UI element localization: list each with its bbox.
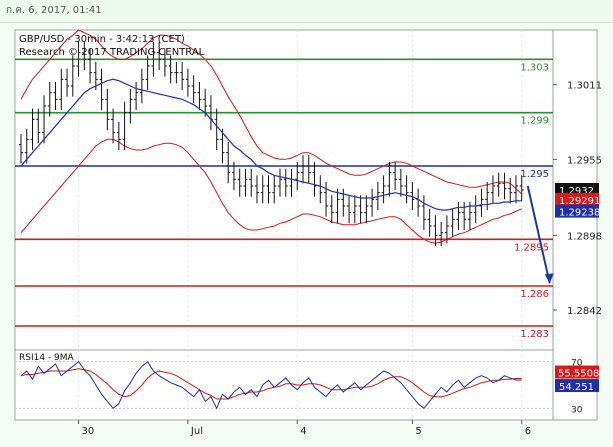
bollinger-lower bbox=[20, 138, 522, 244]
projection-arrowhead bbox=[544, 273, 554, 284]
timestamp: ก.ค. 6, 2017, 01:41 bbox=[6, 5, 102, 16]
level-label: 1.299 bbox=[520, 116, 549, 127]
projection-arrow bbox=[526, 185, 551, 284]
x-tick-label: 5 bbox=[415, 426, 421, 437]
rsi-line bbox=[20, 360, 522, 410]
y-tick-label: 1.2842 bbox=[567, 306, 602, 317]
moving-average-tag-box bbox=[555, 204, 599, 218]
rsi-value-tag: 54.251 bbox=[559, 382, 594, 393]
rsi-ma-tag-box bbox=[555, 365, 599, 379]
bollinger-upper bbox=[20, 29, 523, 195]
y-tick-label: 1.2955 bbox=[567, 155, 602, 166]
x-tick-label: Jul bbox=[190, 426, 203, 437]
last-price-tag-box bbox=[555, 183, 599, 196]
main-plot-area bbox=[14, 29, 554, 351]
chart-subtitle: Research © 2017 TRADING CENTRAL bbox=[19, 47, 205, 58]
rsi-value-tag-box bbox=[555, 379, 599, 393]
last-price-tag: 1.2932 bbox=[559, 186, 594, 197]
x-tick-label: 30 bbox=[82, 426, 95, 437]
x-tick-label: 6 bbox=[525, 426, 531, 437]
chart: 1.303 1.299 1.295 1.2895 1.286 1.283 1.3011 1.… bbox=[14, 29, 602, 437]
upper-band-tag: 1.29291 bbox=[559, 196, 600, 207]
rsi-label: RSI14 - 9MA bbox=[19, 353, 75, 363]
level-label: 1.286 bbox=[520, 289, 549, 300]
moving-average-line bbox=[20, 78, 522, 211]
chart-title: GBP/USD - 30min - 3:42:13 (CET) bbox=[19, 34, 185, 45]
timestamp-bar: ก.ค. 6, 2017, 01:41 bbox=[0, 0, 613, 23]
rsi-ma-line bbox=[20, 368, 522, 400]
level-label: 1.303 bbox=[520, 62, 549, 73]
rsi-ma-tag: 55.5508 bbox=[558, 369, 599, 380]
rsi-tick-label: 30 bbox=[571, 405, 583, 415]
x-tick-label: 4 bbox=[300, 426, 306, 437]
y-tick-label: 1.2898 bbox=[567, 231, 602, 242]
level-label: 1.2895 bbox=[514, 242, 549, 253]
upper-band-tag-box bbox=[555, 192, 599, 206]
rsi-tick-label: 70 bbox=[571, 359, 583, 369]
level-label: 1.283 bbox=[520, 329, 549, 340]
level-label: 1.295 bbox=[520, 169, 549, 180]
y-tick-label: 1.3011 bbox=[567, 81, 602, 92]
moving-average-tag: 1.29238 bbox=[559, 208, 600, 219]
